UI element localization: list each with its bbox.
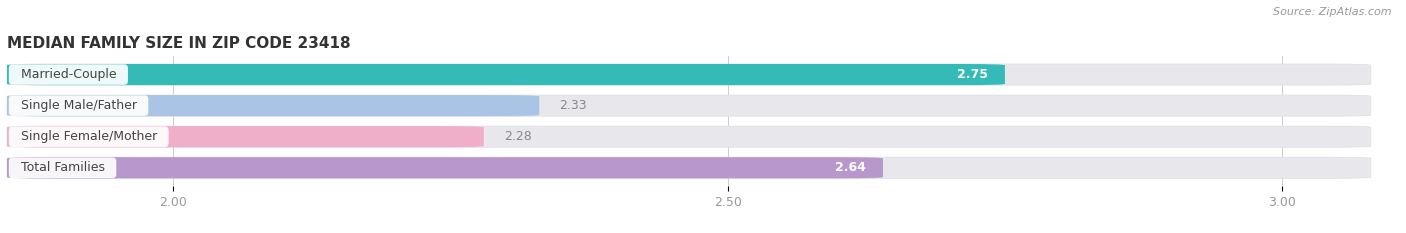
FancyBboxPatch shape — [7, 95, 540, 116]
Text: 2.33: 2.33 — [560, 99, 586, 112]
Text: Source: ZipAtlas.com: Source: ZipAtlas.com — [1274, 7, 1392, 17]
Text: 2.64: 2.64 — [835, 161, 866, 174]
FancyBboxPatch shape — [7, 157, 1371, 178]
Text: Single Male/Father: Single Male/Father — [13, 99, 145, 112]
FancyBboxPatch shape — [7, 95, 1371, 116]
Text: Married-Couple: Married-Couple — [13, 68, 124, 81]
FancyBboxPatch shape — [7, 157, 883, 178]
FancyBboxPatch shape — [7, 64, 1371, 85]
Text: Total Families: Total Families — [13, 161, 112, 174]
FancyBboxPatch shape — [7, 126, 1371, 147]
FancyBboxPatch shape — [7, 64, 1005, 85]
FancyBboxPatch shape — [7, 126, 484, 147]
Text: 2.28: 2.28 — [503, 130, 531, 143]
Text: 2.75: 2.75 — [957, 68, 988, 81]
Text: Single Female/Mother: Single Female/Mother — [13, 130, 165, 143]
Text: MEDIAN FAMILY SIZE IN ZIP CODE 23418: MEDIAN FAMILY SIZE IN ZIP CODE 23418 — [7, 36, 350, 51]
